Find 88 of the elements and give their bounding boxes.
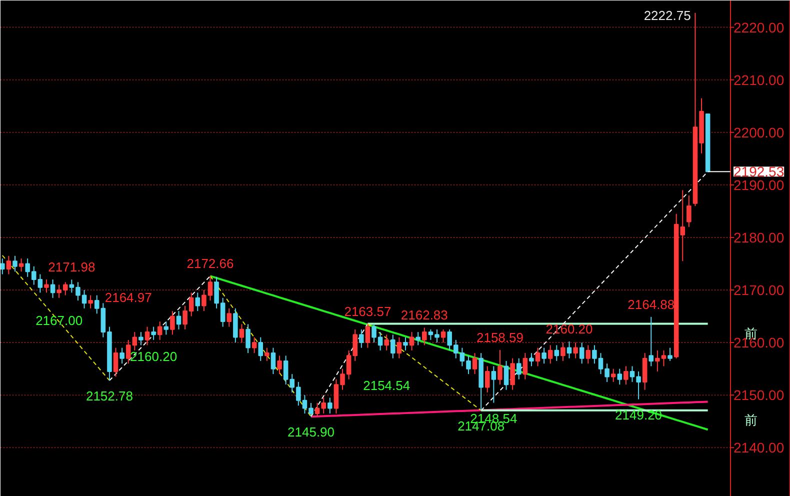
candlestick [642, 352, 648, 390]
candlestick [422, 327, 427, 346]
candlestick [226, 308, 232, 328]
candlestick [579, 342, 584, 364]
candlestick [554, 344, 560, 362]
candlestick [522, 352, 528, 380]
candlestick [264, 347, 270, 362]
annotation: 2172.66 [186, 256, 234, 272]
y-tick-label: 2200.00 [734, 124, 784, 140]
annotation: 2152.78 [86, 388, 133, 404]
candlestick [120, 347, 124, 364]
candlestick [50, 279, 56, 298]
candlestick [170, 310, 175, 336]
annotation: 2154.54 [363, 378, 410, 394]
candlestick [6, 255, 12, 275]
candlestick [648, 316, 654, 367]
candlestick [586, 344, 591, 364]
ref-line-label: 2192.53 [734, 164, 784, 180]
annotation: 2158.59 [476, 330, 524, 345]
candlestick [126, 339, 131, 364]
candlestick [484, 366, 490, 393]
candlestick [18, 258, 24, 272]
candlestick [542, 347, 546, 364]
candlestick [491, 366, 496, 404]
candlestick [113, 347, 118, 378]
y-tick-label: 2210.00 [734, 72, 784, 88]
candlestick [138, 332, 144, 346]
annotation: 2164.97 [104, 290, 152, 305]
y-tick-label: 2140.00 [734, 440, 784, 456]
candlestick [529, 352, 534, 367]
text: 前 [744, 412, 758, 428]
candlestick [668, 347, 672, 362]
candlestick [624, 366, 628, 386]
annotation: 2171.98 [48, 260, 96, 275]
y-tick-label: 2150.00 [734, 387, 784, 404]
candlestick [157, 321, 162, 340]
candlestick [12, 255, 18, 272]
candlestick [195, 292, 200, 312]
y-tick-label: 2170.00 [734, 282, 784, 298]
annotation: 2160.20 [130, 349, 178, 364]
annotation: 2145.90 [288, 424, 335, 440]
candlestick [88, 294, 93, 309]
candlestick [504, 360, 509, 390]
candlestick [573, 342, 578, 359]
candlestick [535, 347, 540, 367]
candlestick [252, 336, 257, 354]
candlestick [365, 323, 370, 348]
candlestick [390, 334, 396, 359]
candlestick [498, 349, 502, 386]
candlestick [440, 328, 446, 344]
candlestick [384, 334, 389, 351]
candlestick [617, 368, 622, 386]
annotation: 2162.83 [400, 308, 448, 323]
candlestick [416, 332, 420, 346]
candlestick [472, 352, 478, 375]
candlestick [409, 332, 414, 351]
candlestick [151, 326, 156, 340]
candlestick [516, 358, 522, 380]
candlestick [610, 368, 616, 382]
candlestick [548, 344, 553, 364]
candlestick [396, 336, 402, 359]
candlestick [176, 310, 182, 330]
candlestick [0, 258, 5, 275]
candlestick [164, 321, 169, 336]
annotation: 2160.20 [546, 322, 593, 336]
candlestick [270, 347, 276, 375]
candlestick [403, 336, 408, 351]
candlestick [132, 332, 138, 351]
annotation: 2167.00 [36, 312, 83, 328]
annotation: 2149.20 [615, 407, 662, 422]
annotation: 2164.88 [628, 296, 675, 312]
candlestick [566, 341, 572, 359]
candlestick [246, 324, 250, 354]
candlestick [233, 308, 238, 344]
candlestick [510, 358, 515, 390]
candlestick [239, 324, 244, 344]
candlestick [560, 342, 566, 362]
annotation: 2222.75 [644, 8, 691, 24]
y-tick-label: 2180.00 [734, 229, 784, 246]
y-tick-label: 2220.00 [734, 19, 784, 36]
candlestick [686, 194, 692, 228]
candlestick [277, 355, 282, 375]
candlestick [359, 328, 364, 348]
candlestick [144, 326, 150, 346]
candlestick [328, 397, 332, 414]
candlestick [44, 279, 49, 294]
annotation: 2163.57 [344, 304, 392, 319]
candlestick [258, 336, 264, 362]
